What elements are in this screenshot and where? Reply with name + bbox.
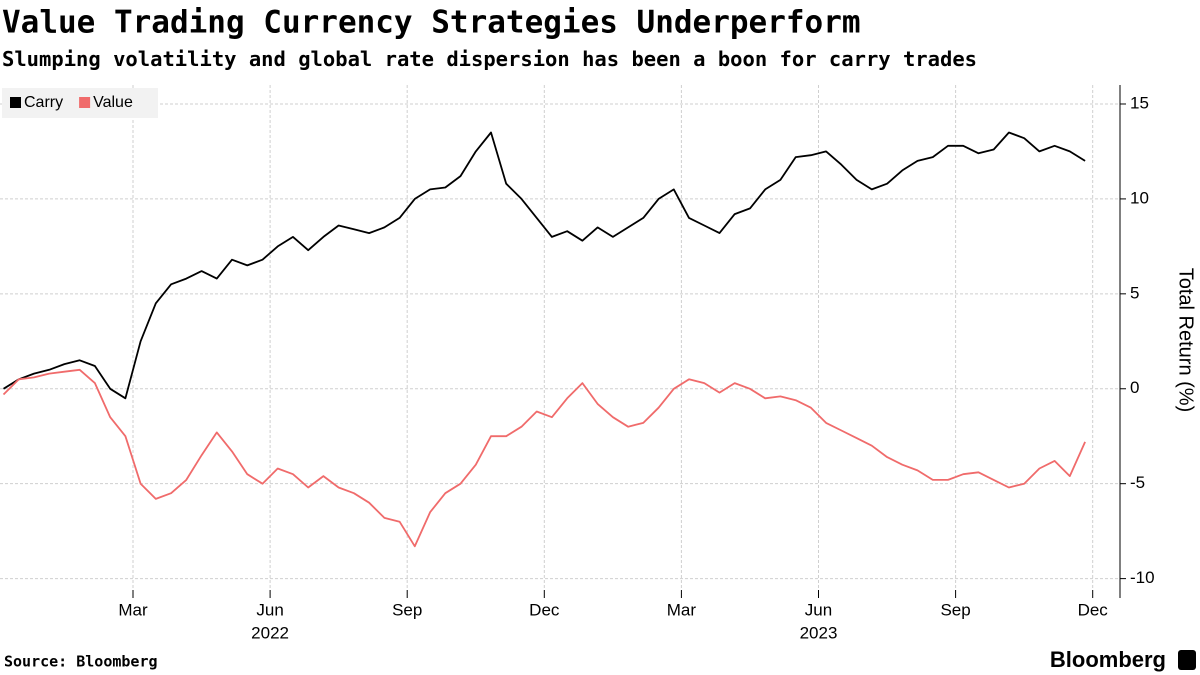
legend-swatch [10,97,21,108]
legend-swatch [79,97,91,108]
x-tick-label: Jun [805,600,832,619]
x-tick-label: Dec [1078,600,1109,619]
y-axis-label: Total Return (%) [1175,268,1197,413]
y-tick-label: -5 [1130,473,1145,492]
y-tick-label: -10 [1130,568,1155,587]
x-tick-label: Sep [940,600,970,619]
x-tick-label: Jun [256,600,283,619]
chart-subtitle: Slumping volatility and global rate disp… [2,47,977,71]
x-tick-label: Mar [667,600,697,619]
x-year-label: 2022 [251,623,289,642]
brand: Bloomberg [1050,647,1166,672]
chart-title: Value Trading Currency Strategies Underp… [2,5,861,41]
x-tick-label: Sep [392,600,422,619]
line-carry [3,131,1086,400]
line-value [2,368,1086,548]
y-tick-label: 15 [1130,93,1149,112]
legend-label: Value [93,94,133,111]
y-tick-label: 10 [1130,188,1149,207]
x-tick-label: Mar [118,600,148,619]
source: Source: Bloomberg [4,653,158,671]
x-tick-label: Dec [529,600,560,619]
y-tick-label: 5 [1130,283,1139,302]
y-tick-label: 0 [1130,378,1139,397]
legend-label: Carry [24,94,63,111]
x-year-label: 2023 [800,623,838,642]
brand-icon [1178,650,1196,670]
